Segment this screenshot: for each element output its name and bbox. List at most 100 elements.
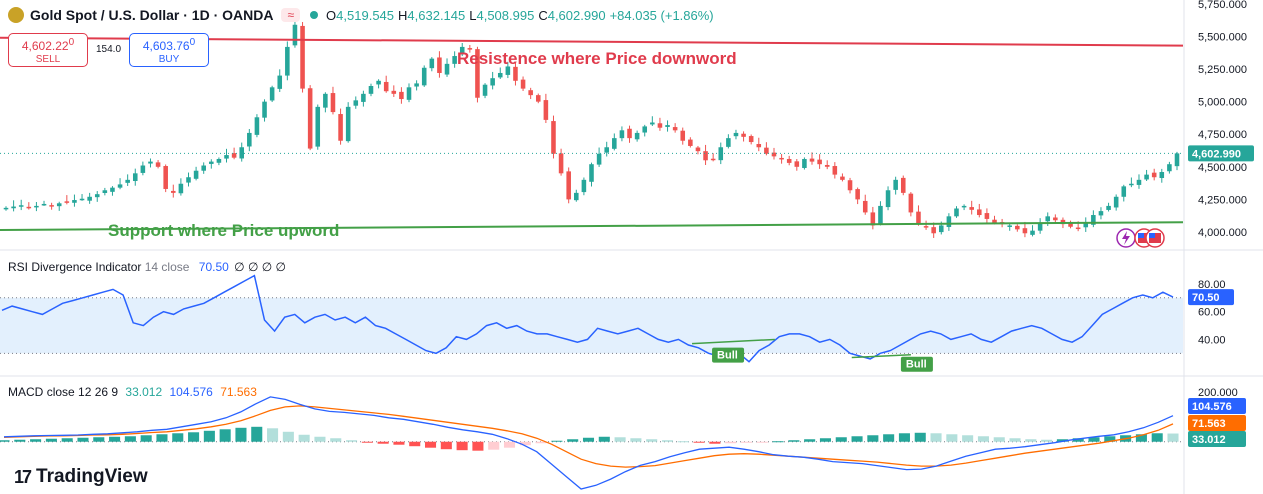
macd-histogram-bar [314,436,326,442]
candle-body [1121,186,1127,197]
macd-hist-value: 33.012 [125,385,163,399]
macd-histogram-bar [867,435,879,442]
candle-body [992,219,997,223]
candle-body [376,80,381,85]
macd-histogram-bar [725,441,737,444]
candle-body [1106,205,1111,210]
candle-body [688,139,693,146]
sell-price-sup: 0 [68,37,75,48]
macd-histogram-bar [962,435,974,442]
macd-histogram-bar [977,436,989,442]
candle-body [642,126,648,133]
price-axis-tick: 5,750.000 [1198,0,1247,11]
candle-body [1151,172,1157,178]
candle-body [125,179,130,183]
macd-histogram-bar [535,441,547,444]
candle-body [429,58,435,69]
candle-body [748,136,754,143]
candle-body [535,95,541,102]
rsi-value: 70.50 [198,260,229,274]
candle-body [1068,222,1073,227]
candle-body [368,86,374,94]
close-value: 4,602.990 [547,7,606,23]
macd-histogram-bar [835,437,847,442]
macd-legend[interactable]: MACD close 12 26 9 33.012 104.576 71.563 [8,385,257,399]
macd-histogram-bar [804,439,816,442]
candle-body [254,117,260,135]
tradingview-logo[interactable]: 17 TradingView [14,466,148,488]
candle-body [558,153,564,174]
macd-histogram-bar [930,433,942,442]
macd-histogram-bar [140,435,152,442]
macd-histogram-bar [772,441,784,443]
macd-histogram-bar [661,440,674,442]
rsi-last-label: 70.50 [1192,292,1220,304]
signal-value-badge [1188,415,1246,431]
macd-histogram-bar [267,428,279,442]
macd-histogram-bar [1025,439,1037,442]
candle-body [916,211,921,225]
event-icons[interactable] [1115,227,1167,254]
candle-body [695,147,701,152]
candle-body [1053,217,1058,221]
buy-price: 4,603.76 [142,39,190,53]
candle-body [353,100,359,106]
candle-body [330,93,336,113]
candle-body [900,177,906,193]
candle-body [885,190,891,208]
symbol-header[interactable]: Gold Spot / U.S. Dollar · 1D · OANDA ≈ O… [0,0,714,30]
rsi-params: 14 close [144,260,190,274]
candle-body [34,205,39,208]
candle-body [969,207,974,210]
candle-body [627,128,632,139]
rsi-axis-tick: 40.00 [1198,334,1226,346]
candle-body [779,157,784,160]
macd-histogram-bar [614,437,626,442]
symbol-title[interactable]: Gold Spot / U.S. Dollar · 1D · OANDA [30,7,274,23]
macd-histogram-bar [424,441,437,448]
candle-body [528,90,533,96]
macd-histogram-bar [598,436,610,442]
support-annotation[interactable]: Support where Price upword [108,221,340,240]
rsi-legend[interactable]: RSI Divergence Indicator 14 close 70.50 … [8,260,286,274]
change-value: +84.035 (+1.86%) [609,7,714,23]
price-axis-tick: 5,000.000 [1198,97,1247,109]
rsi-title: RSI Divergence Indicator [8,260,142,274]
macd-histogram-bar [788,440,800,442]
macd-params: close 12 26 9 [46,385,119,399]
candle-body [315,106,321,147]
sell-price: 4,602.22 [21,39,69,53]
candle-body [171,190,176,193]
macd-histogram-bar [14,439,26,442]
candle-body [475,49,480,98]
bull-label: Bull [906,359,927,371]
resistance-annotation[interactable]: Resistence where Price downword [457,49,737,68]
candle-body [269,87,275,101]
wave-icon[interactable]: ≈ [281,8,301,22]
candle-body [574,192,579,201]
candle-body [946,216,952,228]
candle-body [285,46,290,76]
last-price-label: 4,602.990 [1192,148,1241,160]
last-price-badge [1188,145,1254,162]
candle-body [209,161,214,164]
signal-value-badge-label: 71.563 [1192,418,1226,430]
candle-body [908,193,914,213]
candle-body [452,56,457,64]
sell-button[interactable]: 4,602.220 SELL [8,33,88,67]
candle-body [437,57,442,73]
macd-histogram-bar [646,439,658,442]
candle-body [1136,179,1142,185]
macd-histogram-bar [567,439,579,442]
buy-button[interactable]: 4,603.760 BUY [129,33,209,67]
candle-body [520,79,526,89]
market-status-icon [310,11,319,19]
candle-body [231,153,237,158]
candle-body [383,81,389,92]
candle-body [802,158,807,168]
tradingview-icon: 17 [14,466,32,487]
candle-body [596,153,602,165]
candle-body [178,183,184,194]
macd-histogram-bar [946,434,958,442]
